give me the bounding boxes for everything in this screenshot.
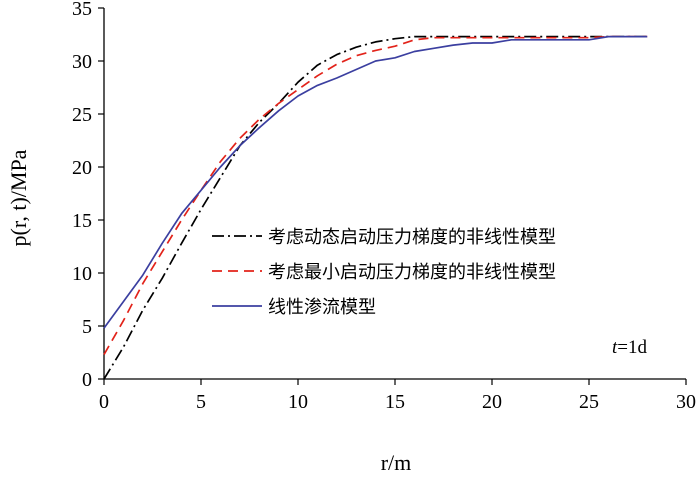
legend-label-3: 线性渗流模型 [268,297,376,318]
legend-label-2: 考虑最小启动压力梯度的非线性模型 [268,262,556,283]
x-axis-label: r/m [381,450,412,475]
y-tick-label: 5 [82,316,92,338]
x-tick-label: 30 [676,391,696,413]
series-line-1 [103,35,648,380]
series-layer [103,35,648,380]
series-line-2 [103,35,648,356]
legend-label-1: 考虑动态启动压力梯度的非线性模型 [268,227,556,248]
series-line-3 [103,35,648,329]
x-tick-label: 20 [482,391,502,413]
y-tick-label: 0 [82,369,92,391]
y-tick-label: 10 [72,263,92,285]
x-tick-label: 25 [579,391,599,413]
annotation-time: t=1d [612,337,647,358]
y-tick-label: 35 [72,0,92,20]
x-tick-label: 5 [196,391,206,413]
y-axis-label: p(r, t)/MPa [6,149,31,246]
y-tick-label: 15 [72,210,92,232]
x-tick-label: 15 [385,391,405,413]
axes: 0 5 10 15 20 25 30 0 5 10 15 20 25 30 35 [72,0,696,413]
x-tick-label: 10 [288,391,308,413]
y-tick-label: 20 [72,157,92,179]
y-tick-label: 25 [72,104,92,126]
x-tick-label: 0 [99,391,109,413]
y-axis-title: p(r, t)/MPa [6,149,31,246]
y-tick-label: 30 [72,51,92,73]
